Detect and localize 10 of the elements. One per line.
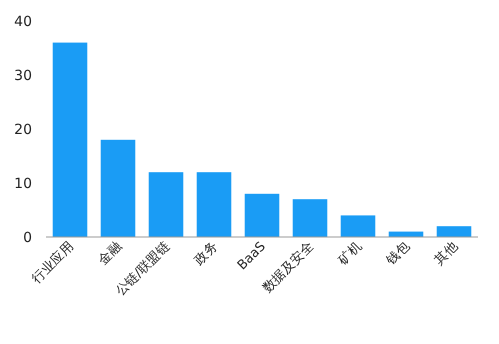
y-tick-label: 30 bbox=[14, 68, 32, 84]
y-tick-label: 0 bbox=[23, 230, 32, 246]
x-tick-label: 金融 bbox=[96, 239, 125, 268]
x-tick-label: 钱包 bbox=[383, 239, 413, 269]
x-tick-label: 其他 bbox=[432, 239, 461, 268]
x-tick-label: 矿机 bbox=[335, 239, 365, 269]
y-tick-label: 10 bbox=[14, 176, 32, 192]
y-tick-label: 40 bbox=[14, 14, 32, 30]
y-tick-label: 20 bbox=[14, 122, 32, 138]
x-tick-label: 政务 bbox=[192, 239, 221, 268]
